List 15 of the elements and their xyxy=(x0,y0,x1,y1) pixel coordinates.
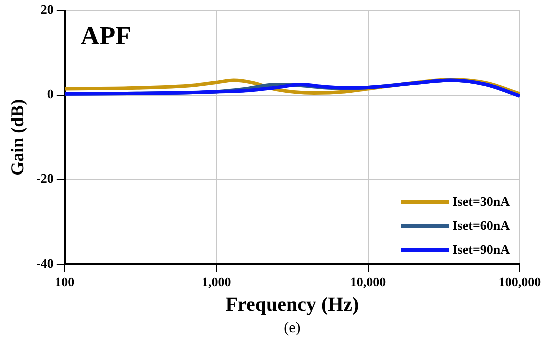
x-tick-label: 100 xyxy=(55,274,75,290)
y-tick-label: -20 xyxy=(36,171,54,186)
x-tick-label: 100,000 xyxy=(498,274,542,290)
x-tick-label: 10,000 xyxy=(350,274,386,290)
legend-label: Iset=60nA xyxy=(452,218,510,234)
x-axis-title: Frequency (Hz) xyxy=(226,294,360,316)
y-tick-label: 20 xyxy=(40,2,54,18)
y-tick-label: 0 xyxy=(47,86,54,102)
x-tick-label: 1,000 xyxy=(202,274,232,290)
legend-label: Iset=90nA xyxy=(452,242,510,258)
chart-title: APF xyxy=(80,22,132,51)
y-tick-label: -40 xyxy=(36,256,54,271)
legend-label: Iset=30nA xyxy=(452,194,510,210)
y-axis-title: Gain (dB) xyxy=(7,99,28,176)
text: (e) xyxy=(284,320,301,336)
